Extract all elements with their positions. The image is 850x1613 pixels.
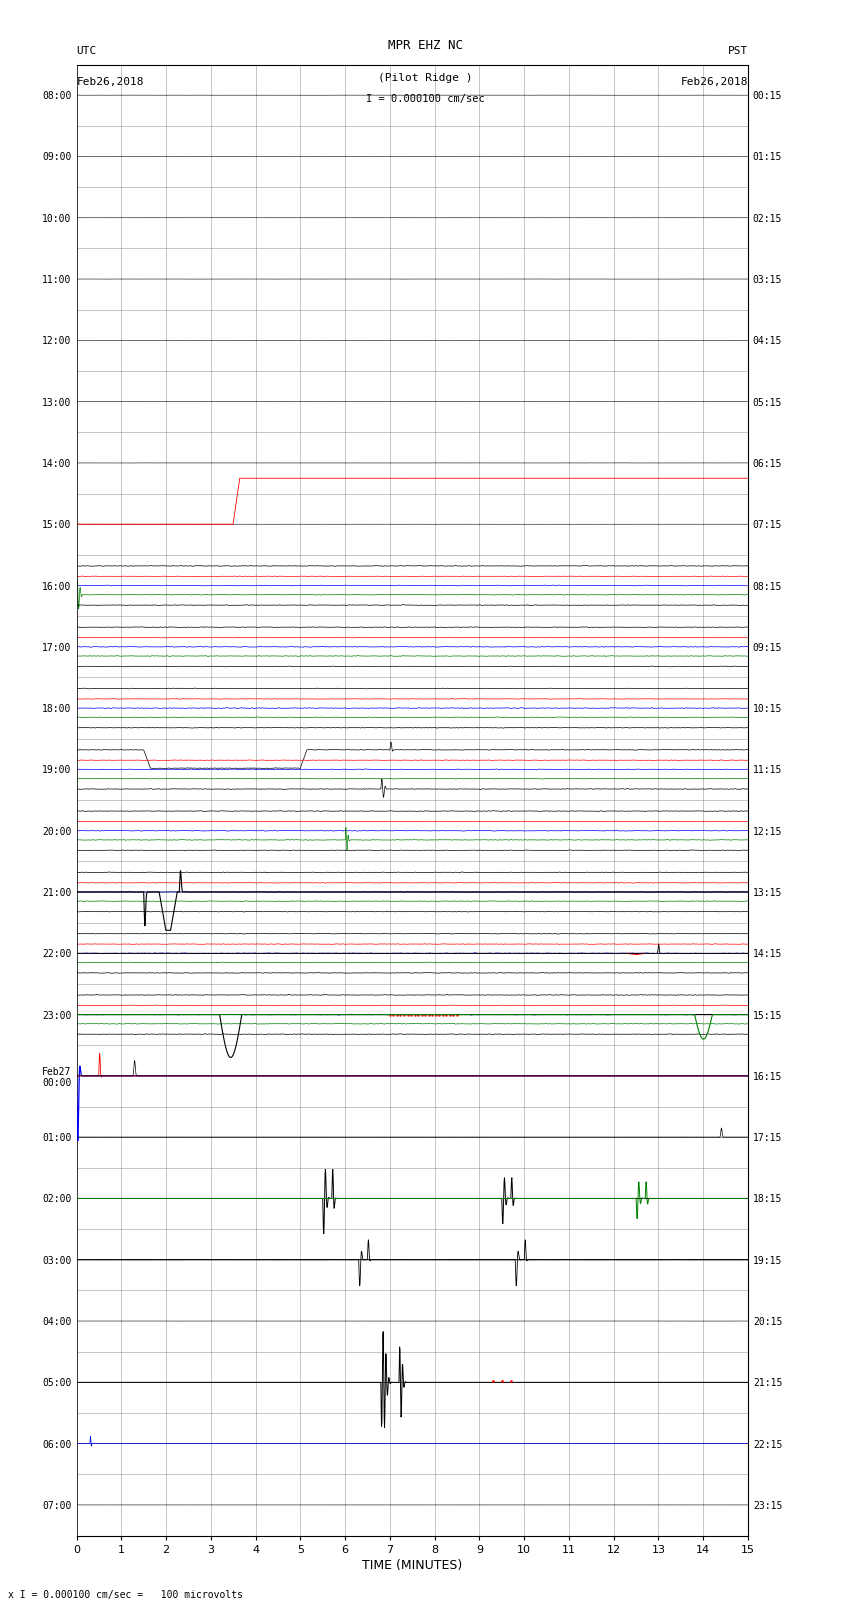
Point <box>495 1368 508 1394</box>
Point <box>443 1002 456 1027</box>
Point <box>450 1002 464 1027</box>
Point <box>433 1002 446 1027</box>
Point <box>405 1002 418 1027</box>
Point <box>418 1002 432 1027</box>
Text: x I = 0.000100 cm/sec =   100 microvolts: x I = 0.000100 cm/sec = 100 microvolts <box>8 1590 243 1600</box>
Text: I = 0.000100 cm/sec: I = 0.000100 cm/sec <box>366 94 484 103</box>
Point <box>426 1002 439 1027</box>
Point <box>439 1002 453 1027</box>
Point <box>400 1002 414 1027</box>
Point <box>429 1002 443 1027</box>
X-axis label: TIME (MINUTES): TIME (MINUTES) <box>362 1558 462 1571</box>
Text: Feb26,2018: Feb26,2018 <box>76 77 144 87</box>
Point <box>408 1002 422 1027</box>
Point <box>422 1002 435 1027</box>
Point <box>383 1002 397 1027</box>
Point <box>436 1002 450 1027</box>
Point <box>447 1002 461 1027</box>
Point <box>390 1002 404 1027</box>
Text: Feb26,2018: Feb26,2018 <box>681 77 748 87</box>
Point <box>504 1368 518 1394</box>
Text: UTC: UTC <box>76 47 97 56</box>
Point <box>394 1002 407 1027</box>
Text: (Pilot Ridge ): (Pilot Ridge ) <box>377 73 473 82</box>
Text: PST: PST <box>728 47 748 56</box>
Point <box>397 1002 411 1027</box>
Point <box>411 1002 425 1027</box>
Point <box>387 1002 400 1027</box>
Point <box>415 1002 428 1027</box>
Text: MPR EHZ NC: MPR EHZ NC <box>388 39 462 52</box>
Point <box>486 1368 500 1394</box>
